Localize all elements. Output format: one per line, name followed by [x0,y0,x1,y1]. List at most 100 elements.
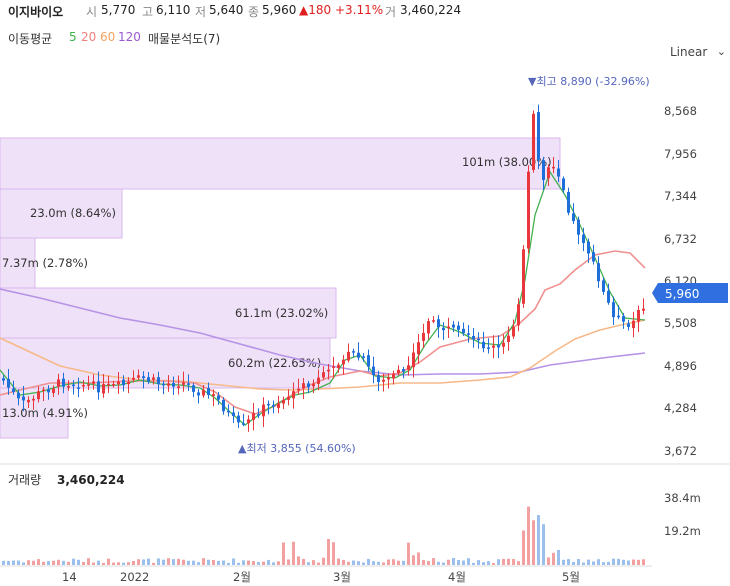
candle-body [447,326,450,329]
volume-bar [87,558,90,565]
candle-body [627,323,630,327]
volume-bar [537,515,540,565]
candle-body [372,366,375,376]
candle-body [217,395,220,400]
candle-body [177,386,180,388]
current-price-marker [652,283,728,303]
candlesticks[interactable] [2,104,645,432]
candle-body [327,369,330,372]
candle-body [617,315,620,318]
volume-bar [262,561,265,565]
candle-body [567,191,570,213]
candle-body [532,113,535,170]
volume-bar [582,562,585,565]
scale-select-value: Linear [670,45,708,59]
volume-bar [557,549,560,565]
candle-body [607,290,610,303]
candle-body [622,316,625,322]
change-value: ▲180 +3.11% [299,3,384,17]
candle-body [522,249,525,304]
volume-bar [127,562,130,565]
volume-profile-bar [0,188,123,239]
candle-body [152,377,155,380]
candle-body [112,384,115,386]
candle-body [332,366,335,368]
volume-bar [632,559,635,565]
candle-body [507,335,510,343]
volume-bar [617,558,620,565]
candle-body [517,304,520,326]
volume-bar [487,561,490,565]
open-label: 시 [86,5,98,19]
candle-body [102,384,105,394]
candle-body [402,369,405,372]
volume-profile: 101m (38.00%) 23.0m (8.64%) 7.37m (2.78%… [0,137,561,439]
candle-body [502,342,505,347]
candle-body [282,399,285,404]
volume-profile-bar [0,137,561,190]
volume-bar [637,559,640,565]
volume-bar [347,561,350,565]
volume-header-value: 3,460,224 [400,3,462,17]
x-tick: 3월 [333,570,351,584]
candle-body [232,412,235,417]
candle-body [632,320,635,329]
volume-bar [602,562,605,565]
candle-body [212,394,215,396]
volume-bar [492,562,495,565]
volume-bar [552,552,555,565]
current-price-label: 5,960 [665,287,699,301]
volume-bar [417,552,420,565]
candle-body [122,379,125,386]
candle-body [142,376,145,379]
candle-body [432,320,435,322]
volume-profile-toggle[interactable]: 매물분석도(7) [148,32,221,46]
candle-body [562,178,565,191]
volume-bar [47,560,50,565]
volume-bar [322,557,325,565]
candle-body [47,389,50,393]
volume-bar [57,559,60,565]
volume-bar [512,559,515,565]
candle-body [427,321,430,334]
ma-legend-title[interactable]: 이동평균 [8,32,53,46]
x-axis: 14 2022 2월 3월 4월 5월 [62,570,580,584]
candle-body [352,351,355,353]
volume-bar [122,562,125,565]
price-axis: 8,568 7,956 7,344 6,732 6,120 5,508 4,89… [652,104,728,458]
candle-body [82,384,85,387]
candle-body [527,171,530,249]
volume-bar [162,559,165,565]
volume-bar [432,558,435,565]
candle-body [552,166,555,169]
candle-body [97,381,100,393]
candle-body [287,396,290,400]
low-value: 5,640 [209,3,244,17]
candle-body [612,302,615,318]
volume-bar [392,559,395,565]
volume-bar [237,562,240,565]
candle-body [387,377,390,380]
volume-bar [337,558,340,565]
candle-body [202,389,205,396]
volume-bar [502,558,505,565]
x-tick: 2월 [233,570,251,584]
candle-body [207,387,210,395]
volume-bar [467,558,470,565]
price-tick: 5,508 [664,316,697,330]
open-value: 5,770 [101,3,136,17]
scale-select[interactable]: Linear ⌄ [670,45,730,63]
candle-body [547,167,550,179]
volume-bar [412,555,415,565]
candle-body [27,399,30,403]
volume-bar [217,560,220,565]
candle-body [127,381,130,385]
volume-bar [77,559,80,565]
candle-body [277,403,280,408]
volume-bar [427,561,430,565]
volume-bar [82,561,85,565]
volume-bar [447,559,450,565]
volume-bar [297,556,300,565]
candle-body [197,392,200,396]
